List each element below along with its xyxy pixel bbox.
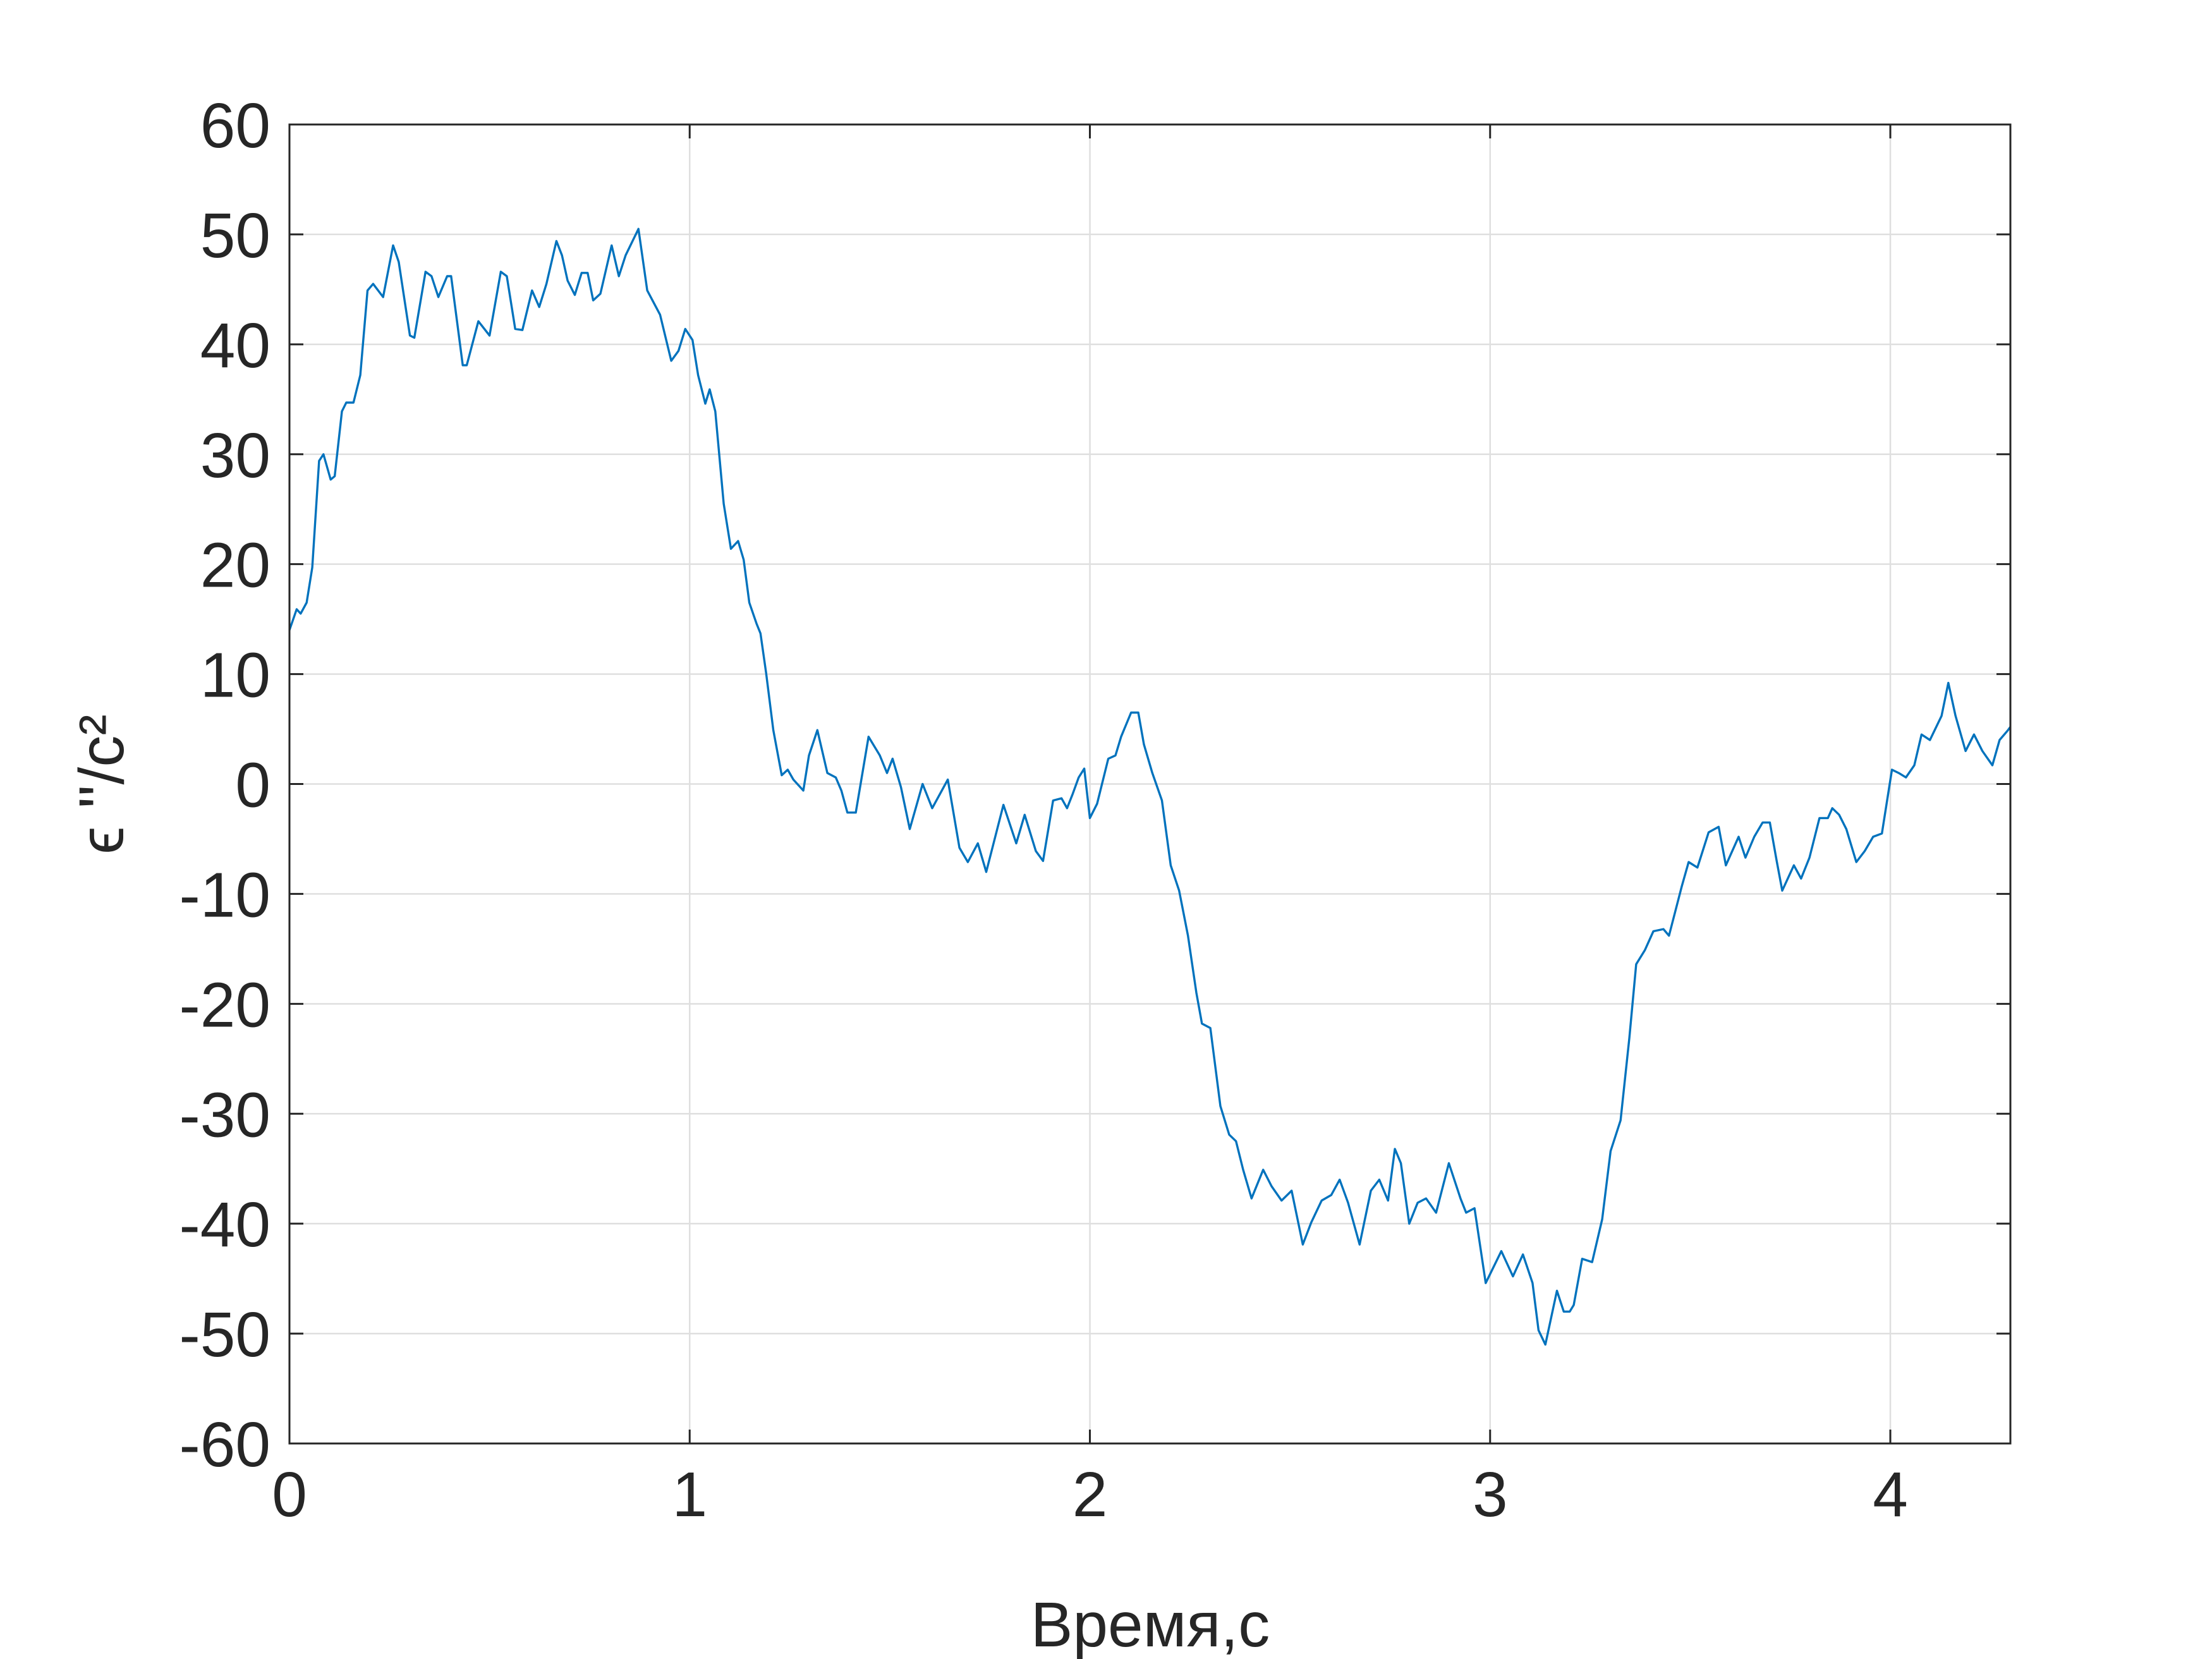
x-tick-label: 0 (272, 1459, 307, 1530)
y-tick-label: 60 (200, 90, 270, 161)
y-tick-label: -40 (179, 1189, 270, 1260)
y-tick-label: 20 (200, 530, 270, 601)
x-axis-label: Время,с (1031, 1589, 1270, 1659)
y-tick-label: 40 (200, 310, 270, 381)
y-tick-label: 10 (200, 640, 270, 711)
x-tick-label: 3 (1473, 1459, 1508, 1530)
y-tick-label: 0 (235, 750, 270, 821)
y-tick-label: 30 (200, 420, 270, 491)
x-tick-label: 1 (672, 1459, 707, 1530)
y-tick-label: -10 (179, 860, 270, 930)
x-tick-label: 4 (1873, 1459, 1908, 1530)
y-tick-label: 50 (200, 200, 270, 271)
y-tick-label: -60 (179, 1409, 270, 1480)
y-axis-label: ϵ ''/с² (66, 714, 137, 854)
y-tick-label: -30 (179, 1079, 270, 1150)
y-tick-label: -20 (179, 969, 270, 1040)
y-tick-label: -50 (179, 1299, 270, 1370)
data-line (288, 228, 2012, 1346)
x-tick-label: 2 (1073, 1459, 1108, 1530)
